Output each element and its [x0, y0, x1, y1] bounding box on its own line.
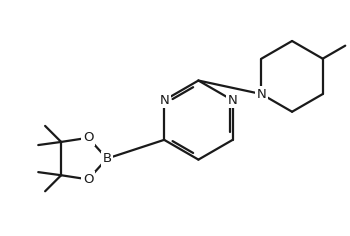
Text: O: O: [83, 173, 93, 186]
Text: O: O: [83, 131, 93, 144]
Text: N: N: [228, 94, 238, 107]
Text: N: N: [159, 94, 169, 107]
Text: N: N: [257, 88, 266, 101]
Text: B: B: [102, 152, 112, 165]
